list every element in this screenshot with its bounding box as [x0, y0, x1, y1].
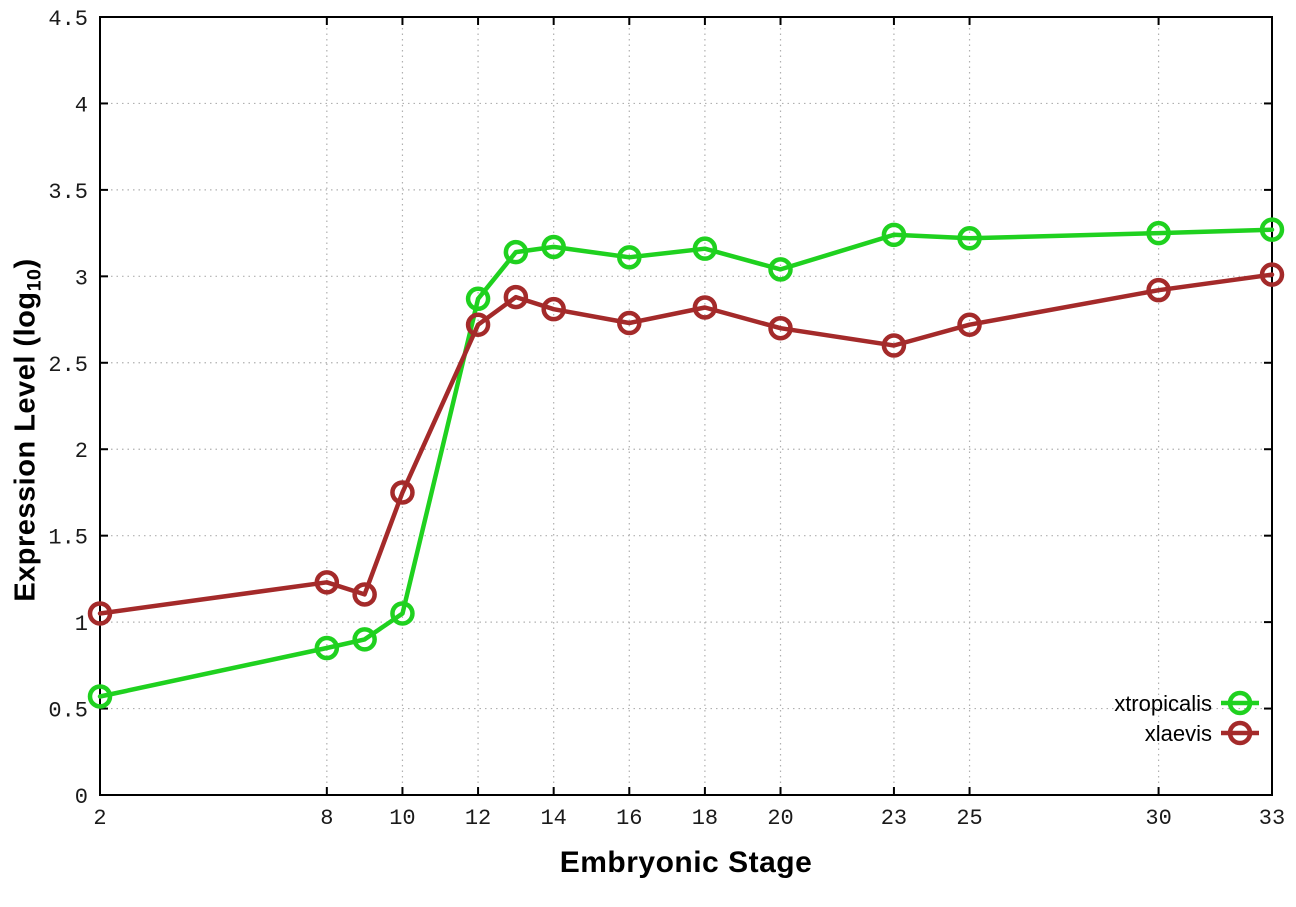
y-tick-label: 2: [75, 439, 88, 464]
marker-xtropicalis: [390, 601, 415, 626]
x-tick-label: 12: [465, 806, 491, 831]
marker-xtropicalis: [465, 286, 491, 312]
x-tick-label: 30: [1145, 806, 1171, 831]
marker-xlaevis: [957, 312, 982, 337]
line-xtropicalis: [97, 227, 1275, 699]
marker-xlaevis: [390, 480, 415, 505]
y-tick-label: 2.5: [48, 353, 88, 378]
legend-label-xtropicalis: xtropicalis: [1114, 691, 1212, 716]
marker-xtropicalis: [314, 635, 340, 661]
marker-xlaevis: [1259, 262, 1285, 287]
x-tick-label: 16: [616, 806, 642, 831]
y-axis-title-prefix: Expression Level (log: [9, 291, 42, 602]
legend-label-xlaevis: xlaevis: [1145, 721, 1212, 746]
marker-xtropicalis: [692, 236, 718, 261]
y-axis-title: Expression Level (log10): [10, 258, 47, 601]
marker-xlaevis: [881, 333, 907, 358]
legend-marker-xtropicalis: [1227, 690, 1253, 716]
marker-xlaevis: [352, 582, 377, 607]
x-tick-label: 2: [93, 806, 106, 831]
marker-xtropicalis: [352, 627, 377, 652]
marker-xtropicalis: [881, 222, 907, 248]
x-tick-label: 14: [540, 806, 566, 831]
marker-xlaevis: [1146, 277, 1171, 303]
x-tick-label: 25: [956, 806, 982, 831]
y-tick-label: 0.5: [48, 699, 88, 724]
x-tick-label: 20: [767, 806, 793, 831]
x-tick-label: 10: [389, 806, 415, 831]
y-tick-label: 0: [75, 785, 88, 810]
marker-xlaevis: [541, 296, 566, 322]
x-tick-label: 23: [881, 806, 907, 831]
marker-xtropicalis: [768, 257, 793, 282]
marker-xlaevis: [465, 312, 491, 337]
x-tick-label: 33: [1259, 806, 1285, 831]
legend-marker-xlaevis: [1227, 720, 1253, 746]
marker-xlaevis: [768, 315, 793, 341]
marker-xtropicalis: [87, 684, 113, 709]
marker-xtropicalis: [1146, 220, 1171, 246]
plot-border: [99, 16, 1273, 796]
marker-xtropicalis: [541, 234, 566, 260]
x-tick-label: 8: [320, 806, 333, 831]
y-tick-label: 4.5: [48, 7, 88, 32]
marker-xtropicalis: [617, 245, 642, 270]
y-tick-label: 1: [75, 612, 88, 637]
line-xlaevis: [97, 272, 1275, 616]
marker-xlaevis: [692, 295, 718, 320]
marker-xtropicalis: [957, 226, 982, 251]
marker-xlaevis: [617, 310, 642, 336]
y-axis-title-subscript: 10: [23, 268, 46, 292]
marker-xlaevis: [314, 570, 340, 595]
y-tick-label: 3: [75, 266, 88, 291]
y-tick-label: 3.5: [48, 180, 88, 205]
y-tick-label: 4: [75, 93, 88, 118]
marker-xtropicalis: [503, 239, 529, 265]
marker-xtropicalis: [1259, 217, 1285, 242]
x-axis-title: Embryonic Stage: [559, 846, 813, 879]
y-axis-title-suffix: ): [9, 258, 42, 269]
marker-xlaevis: [87, 601, 113, 626]
x-tick-label: 18: [692, 806, 718, 831]
marker-xlaevis: [503, 284, 529, 310]
y-tick-label: 1.5: [48, 526, 88, 551]
